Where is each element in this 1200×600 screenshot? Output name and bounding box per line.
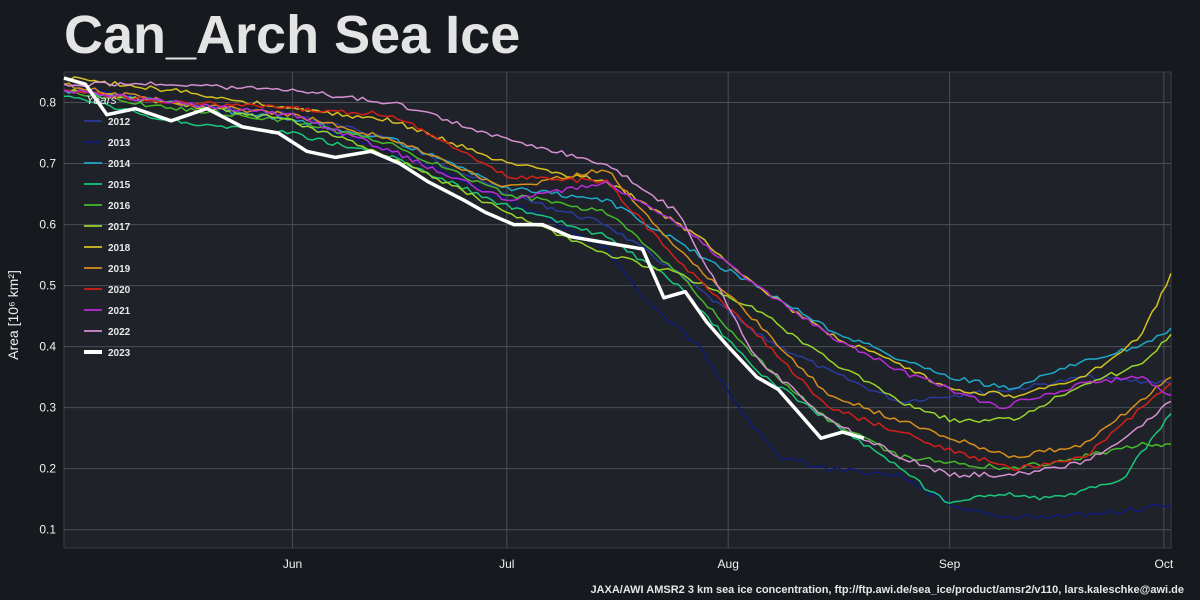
y-axis-label: Area [10⁶ km²]	[5, 270, 21, 360]
series-line-2013	[63, 83, 1172, 521]
series-line-2021	[63, 89, 1172, 410]
legend-label-2012: 2012	[108, 117, 131, 128]
legend-label-2016: 2016	[108, 201, 131, 212]
legend-label-2020: 2020	[108, 285, 131, 296]
y-ticks: 0.1 0.2 0.3 0.4 0.5 0.6 0.7 0.8	[39, 96, 56, 537]
x-tick-label: Jun	[283, 557, 302, 571]
y-tick-label: 0.3	[39, 401, 56, 415]
series-line-2017	[63, 88, 1172, 424]
y-tick-label: 0.5	[39, 279, 56, 293]
legend: Years 2012 2013 2014 2015 2016 2017 2018 2019 202…	[84, 93, 131, 359]
y-tick-label: 0.8	[39, 96, 56, 110]
legend-label-2017: 2017	[108, 222, 131, 233]
legend-label-2014: 2014	[108, 159, 131, 170]
series-line-2022	[63, 81, 1172, 478]
series-line-2019	[63, 82, 1172, 459]
x-ticks: Jun Jul Aug Sep Oct	[283, 557, 1174, 571]
x-tick-label: Oct	[1155, 557, 1174, 571]
series-line-2016	[63, 89, 1172, 471]
series-layer	[63, 76, 1172, 521]
chart-title: Can_Arch Sea Ice	[64, 5, 521, 65]
y-tick-label: 0.4	[39, 340, 56, 354]
x-tick-label: Aug	[718, 557, 739, 571]
y-tick-label: 0.6	[39, 218, 56, 232]
y-tick-label: 0.2	[39, 462, 56, 476]
legend-label-2019: 2019	[108, 264, 131, 275]
legend-title: Years	[86, 93, 117, 107]
y-tick-label: 0.1	[39, 523, 56, 537]
legend-label-2015: 2015	[108, 180, 131, 191]
series-line-2023	[63, 76, 865, 440]
x-tick-label: Sep	[939, 557, 961, 571]
y-tick-label: 0.7	[39, 157, 56, 171]
x-tick-label: Jul	[499, 557, 514, 571]
plot-area	[63, 71, 1172, 549]
legend-label-2013: 2013	[108, 138, 131, 149]
credit-text: JAXA/AWI AMSR2 3 km sea ice concentratio…	[590, 584, 1184, 596]
series-line-2020	[64, 89, 1172, 471]
legend-label-2022: 2022	[108, 327, 131, 338]
legend-label-2018: 2018	[108, 243, 131, 254]
legend-label-2021: 2021	[108, 306, 131, 317]
legend-label-2023: 2023	[108, 348, 131, 359]
